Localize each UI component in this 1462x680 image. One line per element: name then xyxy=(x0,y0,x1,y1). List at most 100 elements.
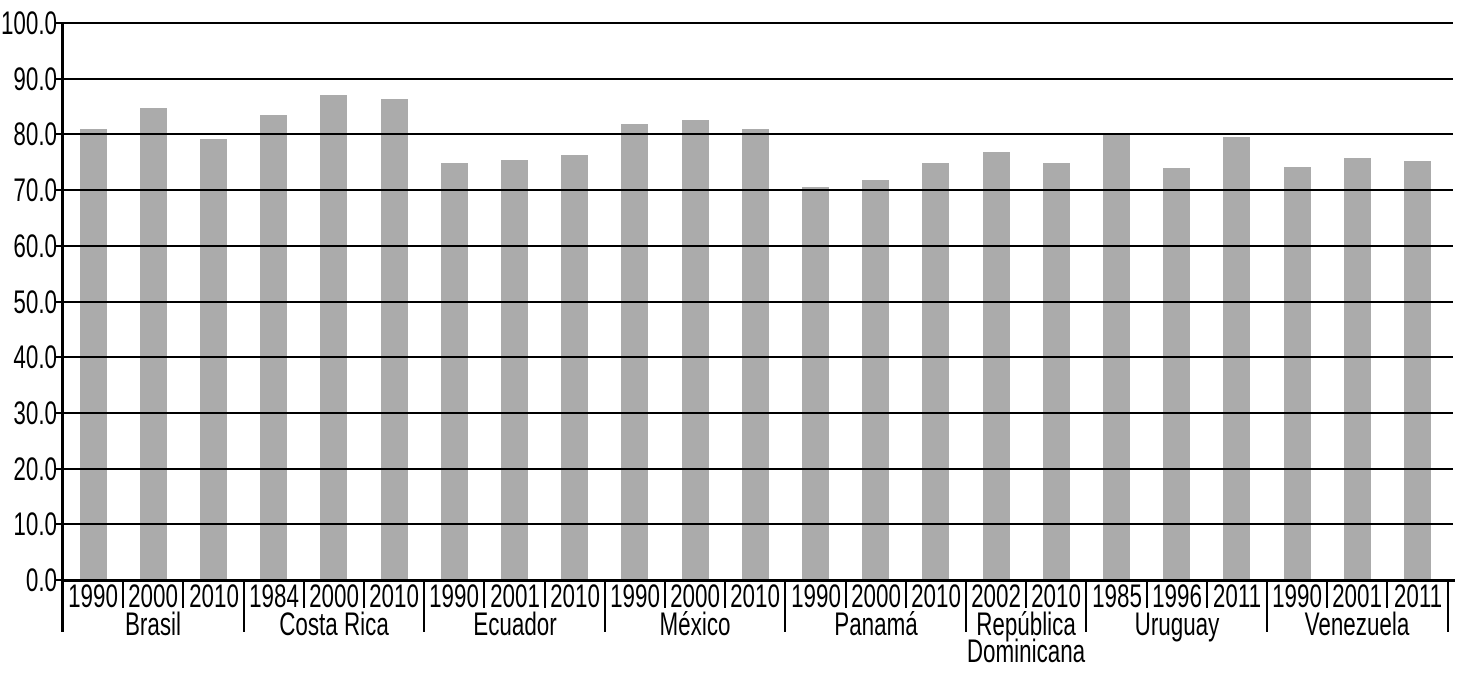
year-separator-tick xyxy=(363,582,365,608)
bar xyxy=(139,107,167,581)
year-separator-tick xyxy=(724,582,727,608)
year-label: 1990 xyxy=(609,578,660,614)
bar xyxy=(1404,161,1431,581)
gridline xyxy=(63,189,1453,192)
year-label: 2011 xyxy=(1212,578,1261,614)
year-label: 2010 xyxy=(369,578,420,614)
year-label: 2010 xyxy=(549,578,600,614)
country-label: Panamá xyxy=(833,606,918,642)
year-label: 2011 xyxy=(1393,578,1442,614)
year-label: 1990 xyxy=(429,578,480,614)
y-axis-label: 80.0 xyxy=(13,116,57,153)
gridline xyxy=(63,467,1453,470)
country-separator-tick xyxy=(423,582,426,632)
year-label: 2001 xyxy=(489,578,540,614)
bar xyxy=(200,138,227,581)
y-axis-tick xyxy=(55,133,63,136)
year-label: 2001 xyxy=(1332,578,1383,614)
year-label: 1990 xyxy=(1272,578,1323,614)
gridline xyxy=(63,133,1453,136)
year-label: 2010 xyxy=(188,578,239,614)
gridline xyxy=(63,523,1453,526)
bar xyxy=(1163,167,1191,581)
year-label: 1996 xyxy=(1151,578,1202,614)
bar xyxy=(922,163,950,581)
gridline xyxy=(63,77,1453,80)
bar xyxy=(561,155,589,581)
y-axis-label: 10.0 xyxy=(13,506,57,543)
bar xyxy=(741,129,769,581)
country-label: Venezuela xyxy=(1304,606,1410,642)
year-label: 2000 xyxy=(128,578,179,614)
country-separator-tick xyxy=(1085,582,1088,632)
year-separator-tick xyxy=(1145,582,1148,608)
year-label: 1985 xyxy=(1091,578,1142,614)
year-label: 2000 xyxy=(308,578,359,614)
country-label: República Dominicana xyxy=(967,606,1086,669)
bar xyxy=(982,151,1010,581)
bar xyxy=(802,186,829,581)
country-separator-tick xyxy=(965,582,967,632)
year-separator-tick xyxy=(1025,582,1028,608)
y-axis-label: 100.0 xyxy=(0,5,57,41)
bar xyxy=(79,128,107,581)
y-axis-label: 40.0 xyxy=(13,339,57,376)
y-axis-label: 90.0 xyxy=(13,60,57,97)
y-axis-tick xyxy=(55,189,63,192)
year-label: 2010 xyxy=(1031,578,1082,614)
y-axis-tick xyxy=(55,300,63,303)
country-separator-tick xyxy=(603,582,606,632)
y-axis-tick xyxy=(55,244,63,247)
y-axis-label: 20.0 xyxy=(13,450,57,487)
year-label: 2000 xyxy=(850,578,901,614)
year-separator-tick xyxy=(1386,582,1389,608)
country-separator-tick xyxy=(1446,582,1449,632)
y-axis-label: 60.0 xyxy=(13,227,57,264)
country-separator-tick xyxy=(1266,582,1268,632)
year-separator-tick xyxy=(664,582,666,608)
bar xyxy=(1343,158,1371,581)
gridline xyxy=(63,300,1453,303)
year-label: 2010 xyxy=(910,578,961,614)
gridline xyxy=(63,244,1453,247)
country-label: Brasil xyxy=(125,606,182,642)
y-axis-label: 0.0 xyxy=(25,562,57,598)
bar xyxy=(380,98,408,581)
year-label: 2000 xyxy=(670,578,721,614)
year-separator-tick xyxy=(483,582,486,608)
country-label: México xyxy=(659,606,731,642)
year-label: 2010 xyxy=(730,578,781,614)
bar xyxy=(621,123,649,581)
country-separator-tick xyxy=(242,582,245,632)
y-axis-label: 70.0 xyxy=(13,172,57,209)
year-separator-tick xyxy=(844,582,847,608)
gridline xyxy=(63,356,1453,359)
year-separator-tick xyxy=(1205,582,1208,608)
x-axis-line xyxy=(61,579,1455,582)
y-axis-tick xyxy=(55,411,63,414)
country-label: Ecuador xyxy=(472,606,557,642)
bar xyxy=(1042,163,1070,581)
year-separator-tick xyxy=(1326,582,1329,608)
y-axis-tick xyxy=(55,22,63,24)
gridline xyxy=(63,22,1453,24)
year-separator-tick xyxy=(182,582,185,608)
country-label: Uruguay xyxy=(1134,606,1220,642)
year-label: 1990 xyxy=(790,578,841,614)
bar xyxy=(440,163,468,581)
bar xyxy=(320,94,348,581)
year-separator-tick xyxy=(904,582,907,608)
year-separator-tick xyxy=(122,582,125,608)
year-label: 1984 xyxy=(248,578,299,614)
bar xyxy=(260,115,288,581)
y-axis-label: 30.0 xyxy=(13,394,57,431)
y-axis-tick xyxy=(55,467,63,470)
y-axis-line xyxy=(61,22,64,632)
gridline xyxy=(63,411,1453,414)
y-axis-tick xyxy=(55,523,63,526)
bar xyxy=(681,119,709,581)
bar xyxy=(1223,136,1251,581)
y-axis-tick xyxy=(55,77,63,80)
year-label: 1990 xyxy=(68,578,119,614)
